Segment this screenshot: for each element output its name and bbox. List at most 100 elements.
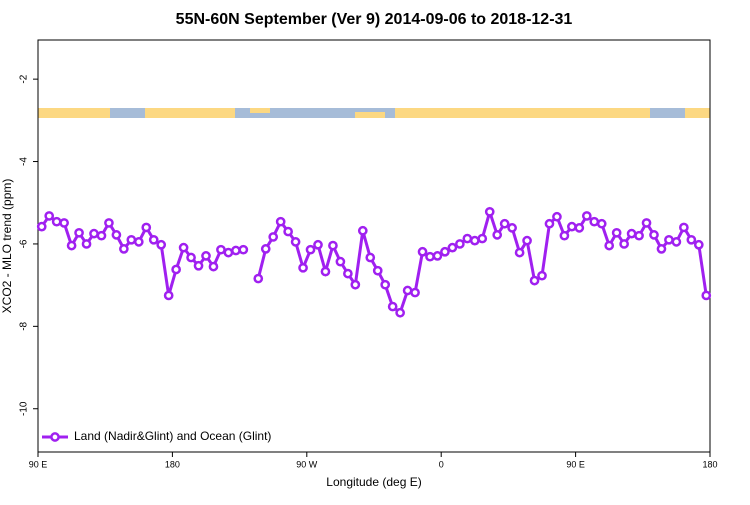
data-point [619,239,629,249]
data-point [111,230,122,240]
data-point [686,234,697,245]
data-point [193,260,204,271]
data-point [335,256,346,267]
y-tick-label: -4 [19,157,30,166]
land-band [250,108,270,113]
data-point [163,290,174,301]
data-point [604,240,615,251]
x-tick-label: 90 E [566,459,585,469]
data-point [641,218,652,228]
data-point [649,230,659,240]
data-point [634,230,644,241]
data-point [343,268,353,279]
data-point [567,221,577,232]
data-point [283,226,293,237]
land-band [395,108,650,118]
data-point [178,242,189,253]
series-line [40,206,708,316]
data-point [66,240,77,251]
data-point [104,218,114,228]
data-point [387,301,398,312]
data-point [81,239,92,249]
data-point [440,246,450,257]
data-point [701,290,712,301]
data-point [626,228,637,239]
data-point [537,270,547,281]
y-axis-label: XCO2 - MLO trend (ppm) [0,179,14,314]
data-point [611,227,622,238]
y-tick-label: -2 [19,74,30,83]
data-point [119,244,129,254]
data-point [492,230,503,240]
data-point [425,251,435,262]
data-point [238,244,249,255]
data-point [171,264,181,275]
data-point [320,266,331,277]
data-point [44,211,55,221]
data-point [477,233,488,244]
data-point [268,232,279,242]
data-point [402,285,413,296]
data-point [559,230,570,241]
chart-title: 55N-60N September (Ver 9) 2014-09-06 to … [176,11,573,28]
data-point [395,307,405,318]
legend-marker [50,432,60,442]
data-point [74,227,84,238]
data-point [126,234,137,245]
data-point [133,237,144,247]
data-point [216,244,226,255]
data-point [484,206,495,217]
data-point [589,216,600,227]
data-point [156,239,167,250]
data-point [36,221,47,232]
plot-frame [37,39,711,453]
data-point [208,261,219,272]
x-axis-label: Longitude (deg E) [326,475,421,489]
data-point [141,222,152,233]
data-point [380,279,391,290]
data-point [290,237,301,247]
legend-label: Land (Nadir&Glint) and Ocean (Glint) [74,429,271,443]
data-point [328,240,338,251]
y-tick-label: -8 [19,321,30,330]
data-point [313,239,323,250]
land-ocean-strip [38,108,710,118]
data-point [51,216,62,227]
data-point [552,211,562,222]
data-point [455,239,465,249]
land-band [685,108,710,118]
x-tick-label: 90 E [29,459,48,469]
data-point [462,233,473,244]
data-point [693,239,704,250]
data-point [253,273,264,284]
y-tick-label: -10 [19,401,30,416]
data-point [372,265,383,276]
data-point [507,223,517,233]
data-point [574,223,585,233]
data-point [298,262,308,273]
x-tick-label: 90 W [296,459,318,469]
data-point [514,247,525,258]
data-point [231,245,241,256]
data-point [432,251,443,261]
data-point [499,218,510,229]
x-tick-label: 0 [439,459,444,469]
data-point [469,235,480,246]
data-point [410,287,420,298]
data-point [656,244,667,254]
data-point [417,246,428,257]
data-point [596,218,607,229]
y-tick-label: -6 [19,239,30,248]
data-point [529,275,540,286]
data-point [447,242,458,253]
data-point [365,252,376,263]
data-point [260,244,271,254]
data-point [679,222,689,233]
data-point [223,247,234,258]
data-point [275,216,286,227]
x-tick-label: 180 [165,459,180,469]
x-tick-label: 180 [702,459,717,469]
land-band [38,108,110,118]
data-point [201,251,211,261]
